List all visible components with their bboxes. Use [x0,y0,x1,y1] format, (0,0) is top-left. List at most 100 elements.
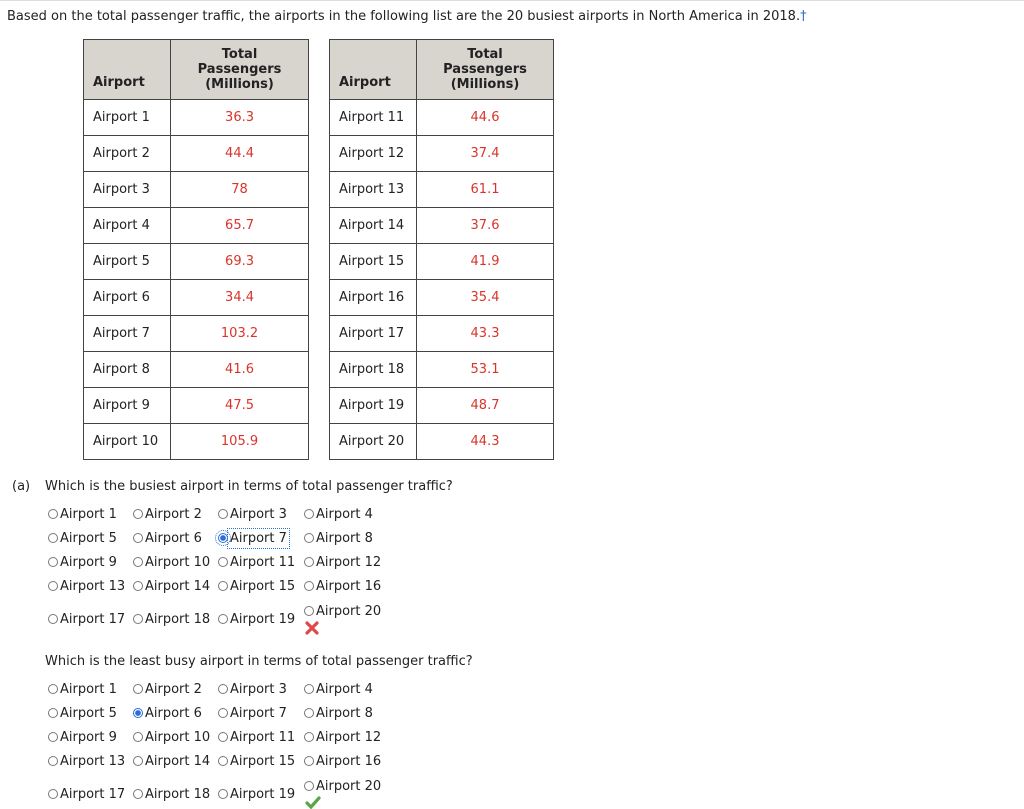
option-label[interactable]: Airport 9 [60,730,117,745]
option-label[interactable]: Airport 11 [230,555,296,570]
radio-option[interactable]: Airport 10 [133,555,210,570]
option-label[interactable]: Airport 19 [230,612,296,627]
radio-option[interactable]: Airport 12 [304,730,381,745]
option-label[interactable]: Airport 18 [145,612,211,627]
radio-option[interactable]: Airport 17 [48,612,125,627]
radio-button[interactable] [48,509,58,519]
radio-button[interactable] [218,557,228,567]
radio-button[interactable] [133,789,143,799]
radio-button[interactable] [48,789,58,799]
option-label[interactable]: Airport 7 [227,528,290,549]
radio-button[interactable] [218,789,228,799]
radio-button[interactable] [133,756,143,766]
option-label[interactable]: Airport 13 [60,579,126,594]
radio-button[interactable] [133,533,143,543]
radio-option[interactable]: Airport 15 [218,754,295,769]
radio-option[interactable]: Airport 6 [133,706,202,721]
radio-button[interactable] [48,756,58,766]
option-label[interactable]: Airport 15 [230,579,296,594]
radio-option[interactable]: Airport 19 [218,787,295,802]
radio-option[interactable]: Airport 1 [48,507,117,522]
radio-option[interactable]: Airport 8 [304,531,373,546]
option-label[interactable]: Airport 6 [145,706,202,721]
radio-option[interactable]: Airport 1 [48,682,117,697]
radio-option[interactable]: Airport 3 [218,682,287,697]
option-label[interactable]: Airport 11 [230,730,296,745]
radio-option[interactable]: Airport 19 [218,612,295,627]
radio-button[interactable] [218,732,228,742]
option-label[interactable]: Airport 17 [60,612,126,627]
option-label[interactable]: Airport 13 [60,754,126,769]
radio-button[interactable] [218,614,228,624]
option-label[interactable]: Airport 18 [145,787,211,802]
option-label[interactable]: Airport 17 [60,787,126,802]
radio-option[interactable]: Airport 2 [133,682,202,697]
radio-button[interactable] [304,557,314,567]
radio-button[interactable] [133,581,143,591]
radio-button[interactable] [48,708,58,718]
intro-mark[interactable]: † [800,9,807,24]
radio-option[interactable]: Airport 6 [133,531,202,546]
radio-option[interactable]: Airport 15 [218,579,295,594]
radio-button[interactable] [133,614,143,624]
radio-option[interactable]: Airport 9 [48,730,117,745]
option-label[interactable]: Airport 1 [60,682,117,697]
radio-option[interactable]: Airport 4 [304,682,373,697]
radio-button[interactable] [304,781,314,791]
option-label[interactable]: Airport 9 [60,555,117,570]
radio-button[interactable] [218,509,228,519]
radio-button[interactable] [304,581,314,591]
option-label[interactable]: Airport 8 [316,531,373,546]
radio-button[interactable] [48,557,58,567]
option-label[interactable]: Airport 14 [145,754,211,769]
option-label[interactable]: Airport 5 [60,531,117,546]
radio-button[interactable] [304,684,314,694]
option-label[interactable]: Airport 15 [230,754,296,769]
radio-option[interactable]: Airport 7 [215,528,290,549]
radio-button[interactable] [304,732,314,742]
option-label[interactable]: Airport 14 [145,579,211,594]
radio-option[interactable]: Airport 2 [133,507,202,522]
radio-option[interactable]: Airport 12 [304,555,381,570]
radio-option[interactable]: Airport 11 [218,555,295,570]
radio-button[interactable] [304,708,314,718]
radio-button[interactable] [133,732,143,742]
option-label[interactable]: Airport 2 [145,682,202,697]
radio-button[interactable] [218,684,228,694]
option-label[interactable]: Airport 3 [230,682,287,697]
radio-option[interactable]: Airport 8 [304,706,373,721]
radio-option[interactable]: Airport 18 [133,612,210,627]
radio-option[interactable]: Airport 5 [48,531,117,546]
option-label[interactable]: Airport 10 [145,730,211,745]
radio-button[interactable] [133,557,143,567]
radio-button[interactable] [48,533,58,543]
radio-button[interactable] [218,756,228,766]
radio-button[interactable] [133,509,143,519]
radio-button[interactable] [133,708,143,718]
radio-button[interactable] [304,533,314,543]
radio-option[interactable]: Airport 18 [133,787,210,802]
radio-option[interactable]: Airport 14 [133,579,210,594]
option-label[interactable]: Airport 20 [316,779,382,794]
radio-option[interactable]: Airport 5 [48,706,117,721]
radio-button[interactable] [48,732,58,742]
option-label[interactable]: Airport 5 [60,706,117,721]
radio-option[interactable]: Airport 17 [48,787,125,802]
option-label[interactable]: Airport 4 [316,682,373,697]
radio-option[interactable]: Airport 7 [218,706,287,721]
radio-option[interactable]: Airport 16 [304,754,381,769]
radio-option[interactable]: Airport 3 [218,507,287,522]
option-label[interactable]: Airport 8 [316,706,373,721]
radio-button[interactable] [48,614,58,624]
radio-button[interactable] [215,530,231,546]
radio-option[interactable]: Airport 4 [304,507,373,522]
option-label[interactable]: Airport 12 [316,555,382,570]
option-label[interactable]: Airport 16 [316,754,382,769]
option-label[interactable]: Airport 3 [230,507,287,522]
option-label[interactable]: Airport 20 [316,604,382,619]
radio-button[interactable] [218,708,228,718]
option-label[interactable]: Airport 2 [145,507,202,522]
radio-button[interactable] [304,606,314,616]
radio-option[interactable]: Airport 11 [218,730,295,745]
option-label[interactable]: Airport 12 [316,730,382,745]
